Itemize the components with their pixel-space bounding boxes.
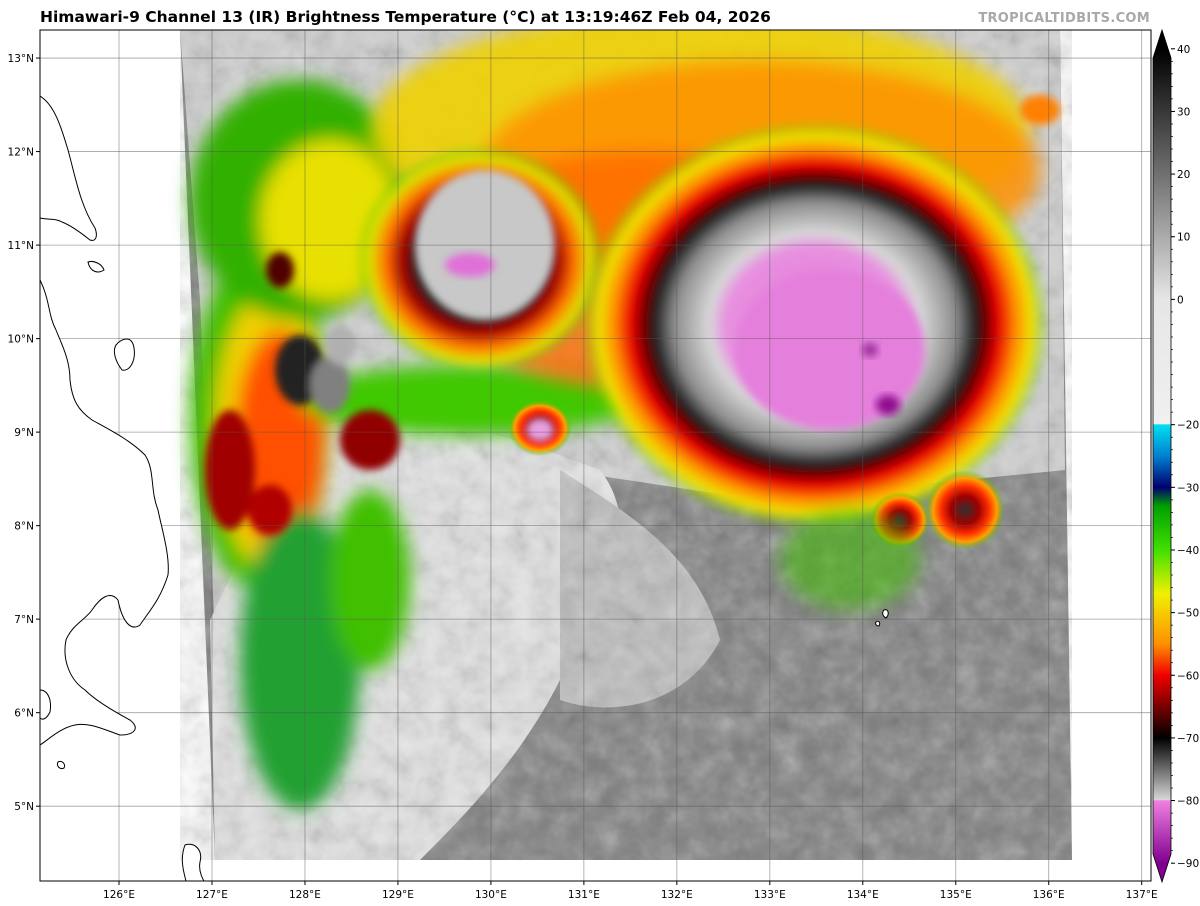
colorbar-tick-label: 20 [1177,169,1190,181]
colorbar-tick-label: −90 [1177,858,1199,870]
colorbar-tick-label: −50 [1177,608,1199,620]
lon-label: 129°E [382,889,414,901]
colorbar-tick-label: 30 [1177,106,1190,118]
colorbar-tick-label: −70 [1177,733,1199,745]
chart-title: Himawari-9 Channel 13 (IR) Brightness Te… [40,8,771,26]
colorbar-tick-label: −80 [1177,796,1199,808]
colorbar-tick-label: −60 [1177,670,1199,682]
lon-label: 137°E [1126,889,1158,901]
lon-label: 131°E [568,889,600,901]
lat-label: 13°N [8,53,34,65]
latitude-labels: 13°N 12°N 11°N 10°N 9°N 8°N 7°N 6°N 5°N [8,53,40,813]
colorbar-tick-label: 10 [1177,232,1190,244]
lat-label: 7°N [14,614,34,626]
colorbar-tick-label: −20 [1177,420,1199,432]
coastline [40,95,889,881]
lon-label: 136°E [1033,889,1065,901]
colorbar-ticks: 40 30 20 10 0 −20 −30 −40 −50 −60 −70 −80 −90 [1171,44,1199,870]
lat-label: 11°N [8,240,34,252]
lon-label: 127°E [196,889,228,901]
lon-label: 128°E [289,889,321,901]
plot-border [39,29,1152,882]
longitude-labels: 126°E 127°E 128°E 129°E 130°E 131°E 132°E 133°E… [103,881,1158,901]
lon-label: 134°E [847,889,879,901]
lon-label: 135°E [940,889,972,901]
colorbar-tick-label: −30 [1177,482,1199,494]
colorbar: 40 30 20 10 0 −20 −30 −40 −50 −60 −70 −80 −90 [1152,28,1199,884]
lat-label: 12°N [8,147,34,159]
colorbar-scale [1152,28,1172,884]
lat-label: 10°N [8,334,34,346]
lon-label: 132°E [661,889,693,901]
lat-label: 5°N [14,801,34,813]
source-credit: TROPICALTIDBITS.COM [978,11,1150,26]
lat-label: 9°N [14,427,34,439]
colorbar-tick-label: −40 [1177,545,1199,557]
lat-label: 8°N [14,521,34,533]
colorbar-tick-label: 0 [1177,294,1184,306]
lon-label: 133°E [754,889,786,901]
lon-label: 130°E [475,889,507,901]
lat-label: 6°N [14,708,34,720]
satellite-imagery [180,30,1072,860]
colorbar-tick-label: 40 [1177,44,1190,56]
lon-label: 126°E [103,889,135,901]
